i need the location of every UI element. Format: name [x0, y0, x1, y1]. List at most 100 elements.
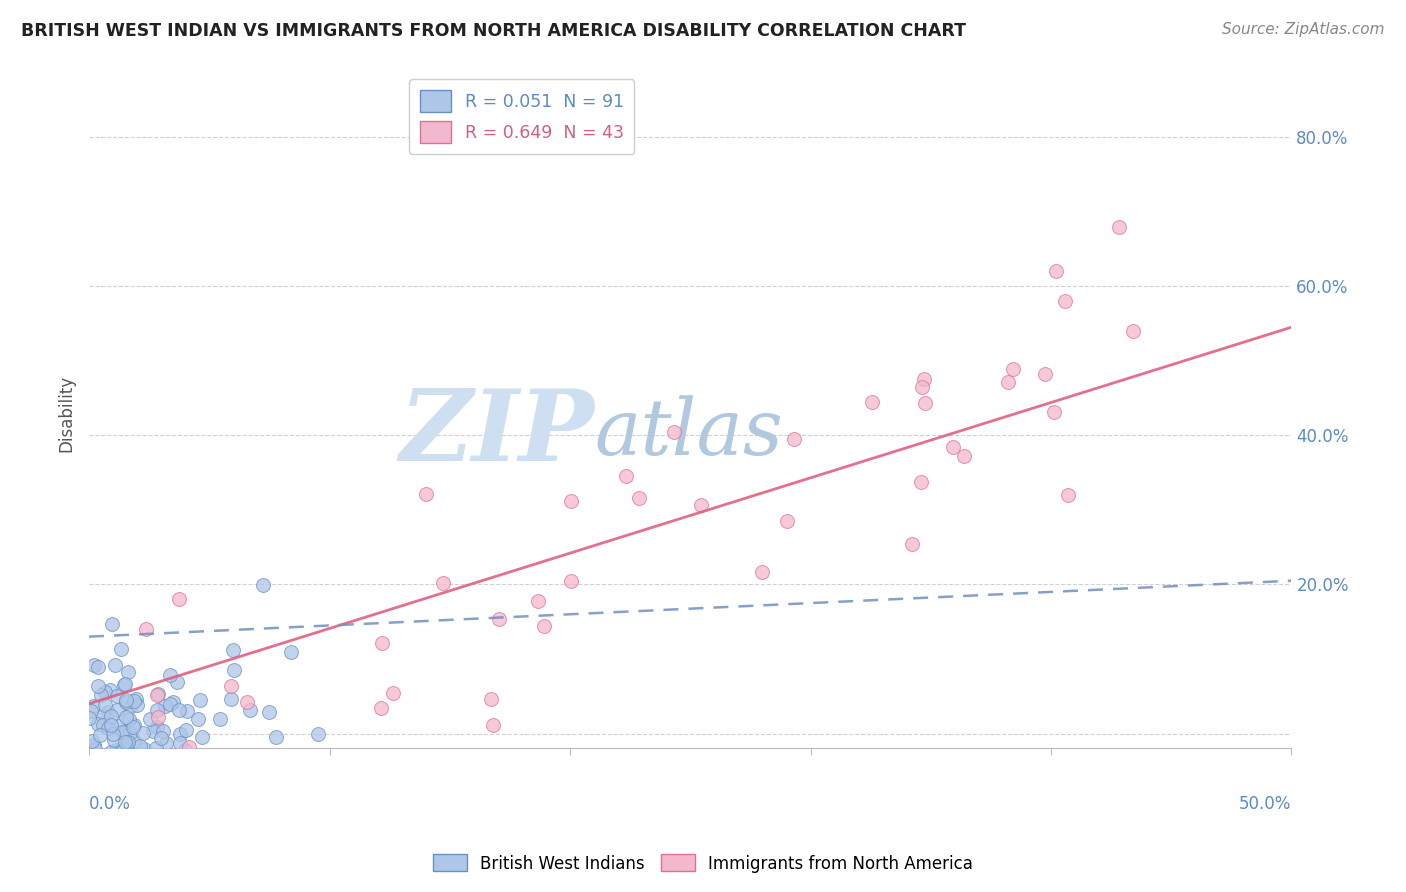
Point [82, 698, 104, 713]
Point [997, 375, 1019, 389]
Point [1057, 488, 1080, 502]
Text: ZIP: ZIP [399, 384, 595, 482]
Point [162, 695, 184, 709]
Point [114, 725, 136, 739]
Point [115, 695, 138, 709]
Point [105, 690, 128, 704]
Point [169, 736, 191, 750]
Point [107, 719, 129, 733]
Point [142, 723, 165, 738]
Point [100, 745, 122, 759]
Point [533, 618, 555, 632]
Point [83, 739, 105, 753]
Point [82, 733, 104, 747]
Point [149, 731, 172, 746]
Point [901, 536, 924, 550]
Point [560, 494, 582, 508]
Point [235, 695, 257, 709]
Point [222, 663, 245, 677]
Point [912, 372, 935, 386]
Point [89, 728, 111, 742]
Point [94, 698, 117, 713]
Point [90, 688, 112, 702]
Point [146, 687, 169, 701]
Point [560, 574, 582, 589]
Point [145, 741, 167, 756]
Point [94, 685, 117, 699]
Point [93, 708, 115, 723]
Legend: British West Indians, Immigrants from North America: British West Indians, Immigrants from No… [426, 847, 980, 880]
Point [910, 475, 932, 489]
Point [911, 380, 934, 394]
Point [953, 449, 976, 463]
Point [222, 643, 245, 657]
Point [111, 741, 134, 756]
Point [371, 636, 394, 650]
Point [134, 742, 156, 756]
Point [914, 396, 936, 410]
Point [187, 712, 209, 726]
Point [1043, 405, 1066, 419]
Point [169, 727, 191, 741]
Point [125, 698, 148, 712]
Point [167, 591, 190, 606]
Point [690, 498, 713, 512]
Text: 50.0%: 50.0% [1239, 796, 1292, 814]
Point [166, 675, 188, 690]
Point [146, 720, 169, 734]
Point [614, 468, 637, 483]
Point [176, 704, 198, 718]
Point [146, 710, 169, 724]
Point [191, 730, 214, 744]
Point [1001, 362, 1024, 376]
Point [860, 394, 883, 409]
Point [432, 576, 454, 591]
Point [110, 744, 132, 758]
Point [488, 612, 510, 626]
Point [117, 665, 139, 679]
Point [122, 720, 145, 734]
Point [122, 693, 145, 707]
Point [221, 692, 243, 706]
Point [100, 617, 122, 632]
Point [1054, 294, 1077, 309]
Point [77, 711, 100, 725]
Point [105, 743, 128, 757]
Point [145, 703, 167, 717]
Point [155, 698, 177, 713]
Point [152, 724, 174, 739]
Point [1108, 219, 1130, 234]
Point [79, 705, 101, 719]
Point [105, 703, 128, 717]
Point [91, 717, 114, 731]
Point [98, 682, 121, 697]
Point [782, 432, 804, 446]
Point [146, 688, 169, 702]
Point [103, 732, 125, 747]
Point [124, 692, 146, 706]
Point [751, 565, 773, 579]
Point [83, 658, 105, 673]
Point [159, 668, 181, 682]
Point [135, 622, 157, 636]
Point [415, 487, 437, 501]
Point [252, 578, 274, 592]
Point [179, 740, 201, 755]
Point [308, 727, 330, 741]
Point [104, 658, 127, 673]
Point [117, 735, 139, 749]
Point [627, 491, 650, 505]
Point [110, 745, 132, 759]
Text: 0.0%: 0.0% [89, 796, 131, 814]
Y-axis label: Disability: Disability [58, 375, 75, 451]
Point [776, 514, 799, 528]
Point [100, 709, 122, 723]
Point [370, 701, 392, 715]
Point [83, 742, 105, 756]
Point [115, 710, 138, 724]
Point [155, 736, 177, 750]
Point [115, 693, 138, 707]
Point [174, 723, 197, 738]
Point [86, 659, 108, 673]
Text: BRITISH WEST INDIAN VS IMMIGRANTS FROM NORTH AMERICA DISABILITY CORRELATION CHAR: BRITISH WEST INDIAN VS IMMIGRANTS FROM N… [21, 22, 966, 40]
